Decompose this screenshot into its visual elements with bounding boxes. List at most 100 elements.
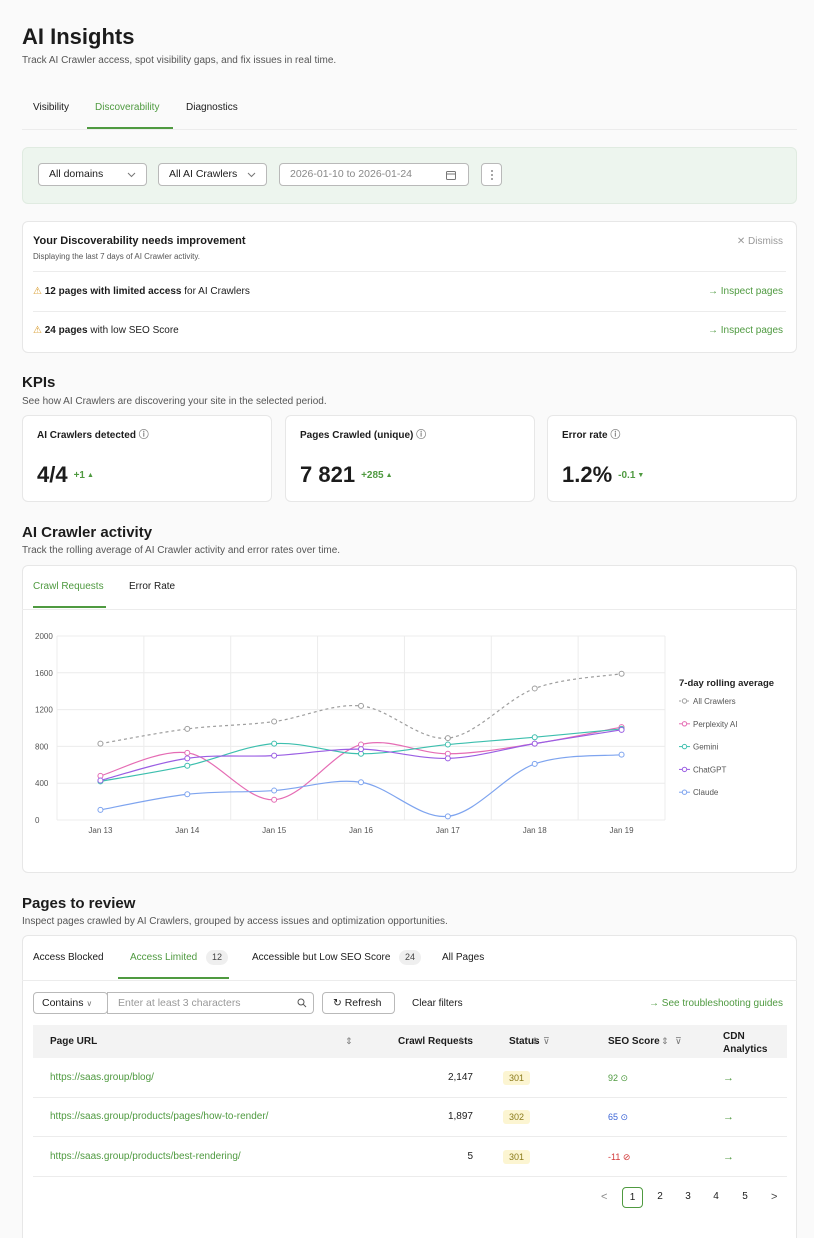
legend-label: All Crawlers bbox=[693, 697, 736, 706]
section-title: Pages to review bbox=[22, 895, 136, 912]
tab-active[interactable]: Discoverability bbox=[95, 102, 160, 113]
guides-link[interactable]: → See troubleshooting guides bbox=[649, 998, 783, 1009]
page-number[interactable]: 3 bbox=[685, 1191, 691, 1202]
point bbox=[618, 751, 625, 758]
page-url[interactable]: https://saas.group/products/best-renderi… bbox=[50, 1151, 241, 1162]
section-subtitle: See how AI Crawlers are discovering your… bbox=[22, 396, 327, 407]
legend-label: Gemini bbox=[693, 743, 719, 752]
page-current[interactable]: 1 bbox=[622, 1187, 643, 1208]
y-tick-label: 1600 bbox=[35, 669, 53, 678]
point bbox=[444, 755, 451, 762]
prev-page[interactable]: < bbox=[601, 1191, 608, 1203]
select-label: Contains bbox=[42, 997, 84, 1009]
search-input[interactable]: Enter at least 3 characters bbox=[107, 992, 314, 1014]
sort-icon[interactable]: ⇕ bbox=[345, 1036, 353, 1046]
dismiss-button[interactable]: ✕ Dismiss bbox=[736, 236, 783, 247]
tab-count: 12 bbox=[206, 950, 229, 965]
cdn-link[interactable]: → bbox=[723, 1151, 734, 1163]
clear-filters[interactable]: Clear filters bbox=[412, 998, 463, 1009]
point bbox=[531, 734, 538, 741]
date-picker[interactable]: 2026-01-10 to 2026-01-24 bbox=[279, 163, 469, 186]
point bbox=[618, 726, 625, 733]
y-tick-label: 2000 bbox=[35, 632, 53, 641]
column-header[interactable]: Page URL bbox=[50, 1036, 98, 1047]
section-title: KPIs bbox=[22, 374, 56, 391]
match-select[interactable]: Contains ∨ bbox=[33, 992, 108, 1014]
select-label: All AI Crawlers bbox=[169, 168, 238, 180]
legend-marker bbox=[681, 698, 688, 704]
chart-tab-active[interactable]: Crawl Requests bbox=[33, 581, 104, 592]
pages-tab-active[interactable]: Access Limited bbox=[130, 952, 198, 963]
pages-tab[interactable]: Access Blocked bbox=[33, 952, 104, 963]
kpi-label: Pages Crawled (unique) ⓘ bbox=[300, 429, 426, 442]
kpi-card bbox=[547, 415, 797, 502]
tab[interactable]: Visibility bbox=[33, 102, 69, 113]
tab-count: 24 bbox=[399, 950, 422, 965]
page-url[interactable]: https://saas.group/blog/ bbox=[50, 1072, 154, 1083]
inspect-link[interactable]: → Inspect pages bbox=[707, 325, 783, 336]
point bbox=[97, 740, 104, 747]
refresh-button[interactable]: ↻ Refresh bbox=[322, 992, 395, 1014]
point bbox=[358, 779, 364, 786]
kpi-label-text: Error rate bbox=[562, 430, 608, 441]
chart-card bbox=[22, 565, 797, 873]
legend-marker bbox=[681, 789, 688, 795]
sort-icon[interactable]: ⇕ bbox=[457, 1036, 465, 1046]
pages-tab[interactable]: Accessible but Low SEO Score bbox=[252, 952, 391, 963]
section-subtitle: Track the rolling average of AI Crawler … bbox=[22, 545, 341, 556]
domain-select[interactable]: All domains bbox=[38, 163, 147, 186]
kpi-delta: +1 bbox=[73, 470, 85, 482]
point bbox=[271, 718, 278, 725]
cdn-link[interactable]: → bbox=[723, 1111, 734, 1123]
alert-item: ⚠ 24 pages with low SEO Score bbox=[33, 324, 179, 337]
chart-tab[interactable]: Error Rate bbox=[129, 581, 176, 592]
section-subtitle: Inspect pages crawled by AI Crawlers, gr… bbox=[22, 916, 448, 927]
crawler-select[interactable]: All AI Crawlers bbox=[158, 163, 267, 186]
sort-icon[interactable]: ⇕ bbox=[531, 1036, 539, 1046]
sort-icon[interactable]: ⇕ bbox=[661, 1036, 669, 1046]
table-header bbox=[33, 1025, 787, 1058]
series-line bbox=[100, 754, 622, 817]
chart: 0 400 800 1200 1600 2000 Jan 13 Jan 14 Jan 15 Jan… bbox=[35, 632, 774, 835]
crawl-requests: 5 bbox=[467, 1151, 473, 1162]
tab-underline bbox=[118, 977, 229, 979]
more-button[interactable] bbox=[481, 163, 502, 186]
search-icon bbox=[297, 998, 307, 1008]
page-number[interactable]: 4 bbox=[713, 1191, 719, 1202]
link-label: Inspect pages bbox=[720, 325, 783, 336]
info-icon: ⓘ bbox=[135, 430, 149, 441]
column-header[interactable]: Status bbox=[509, 1036, 540, 1047]
date-label: 2026-01-10 to 2026-01-24 bbox=[290, 168, 413, 180]
tab[interactable]: Diagnostics bbox=[186, 102, 238, 113]
filter-icon[interactable]: ⊽ bbox=[543, 1036, 550, 1046]
trend-icon: ▼ bbox=[637, 472, 645, 480]
filter-icon[interactable]: ⊽ bbox=[675, 1036, 682, 1046]
column-header[interactable]: Crawl Requests bbox=[397, 1036, 473, 1047]
kpi-value-text: 1.2% bbox=[562, 462, 613, 487]
legend-marker bbox=[681, 743, 688, 750]
alert-text: with low SEO Score bbox=[90, 325, 179, 336]
inspect-link[interactable]: → Inspect pages bbox=[707, 286, 783, 297]
crawl-requests: 1,897 bbox=[447, 1111, 473, 1122]
alert-card bbox=[22, 221, 797, 353]
page-number[interactable]: 2 bbox=[657, 1191, 663, 1202]
page-number[interactable]: 5 bbox=[742, 1191, 748, 1202]
kpi-value: 4/4 +1 ▲ bbox=[37, 462, 94, 489]
divider bbox=[22, 980, 797, 981]
divider bbox=[22, 609, 797, 610]
series-line bbox=[100, 726, 622, 801]
next-page[interactable]: > bbox=[771, 1191, 778, 1203]
cdn-link[interactable]: → bbox=[723, 1072, 734, 1084]
column-header[interactable]: SEO Score bbox=[608, 1036, 660, 1047]
page-subtitle: Track AI Crawler access, spot visibility… bbox=[22, 55, 337, 66]
point bbox=[444, 813, 451, 820]
input-placeholder: Enter at least 3 characters bbox=[118, 997, 241, 1009]
row-divider bbox=[33, 1136, 787, 1137]
point bbox=[184, 725, 191, 732]
page-url[interactable]: https://saas.group/products/pages/how-to… bbox=[50, 1111, 269, 1122]
row-divider bbox=[33, 1176, 787, 1177]
status-badge: 302 bbox=[503, 1110, 531, 1124]
column-header[interactable]: CDN Analytics bbox=[723, 1031, 768, 1055]
kpi-value-text: 4/4 bbox=[37, 462, 68, 487]
pages-tab[interactable]: All Pages bbox=[442, 952, 485, 963]
